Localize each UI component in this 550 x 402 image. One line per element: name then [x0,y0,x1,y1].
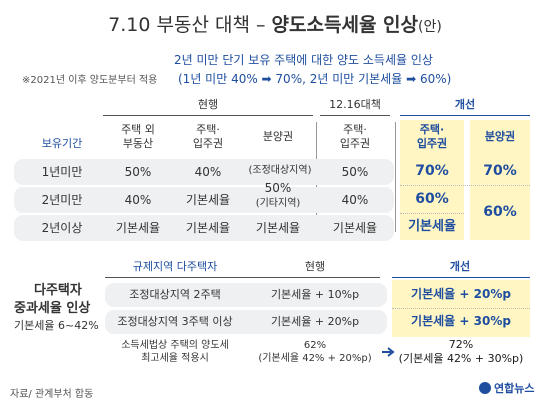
t2-row-label: 조정대상지역 3주택 이상 [117,315,233,328]
t2-header-line [105,277,380,278]
t2-last-label-1: 소득세법상 주택의 양도세 [121,340,229,351]
t2-reform-divider [392,308,530,309]
bunyang-regulated: (조정대상지역) [248,165,312,176]
bunyang-basic: 기본세율 [255,221,301,235]
bunyang-other: (기타지역) [255,198,301,209]
reform-divider-2 [400,213,464,214]
col-1216-house: 주택· 입주권 [339,123,371,150]
t2-row-current: 기본세율 + 20%p [270,315,360,328]
title-suffix: (안) [418,19,442,35]
table-row-period: 2년미만 [41,193,83,207]
note: ※2021년 이후 양도분부터 적용 [22,75,158,86]
col-new-house: 주택· 입주권 [416,123,448,150]
group-current: 현행 [197,98,219,111]
row-header-period: 보유기간 [41,137,83,150]
bunyang-50: 50% [264,181,292,195]
t2-last-reform-2: (기본세율 42% + 30%p) [398,352,524,365]
row-bg-3 [14,215,394,241]
table-cell: 기본세율 [185,221,231,235]
table-cell-reform: 70% [415,163,449,179]
table-cell: 40% [341,193,369,207]
title-main: 7.10 부동산 대책 – [108,14,272,36]
table-cell-reform: 기본세율 [408,219,456,234]
t2-last-current-1: 62% [303,340,327,351]
reform-col-bunyang-bg [470,120,530,240]
t2-row-bg-2 [105,310,387,334]
table-cell: 50% [341,165,369,179]
multi-owner-sub: 기본세율 6~42% [14,319,99,332]
table-cell-reform-merged: 60% [483,204,517,220]
title-bold: 양도소득세율 인상 [271,14,419,36]
col-cur-house: 주택· 입주권 [192,123,224,150]
table-cell: 기본세율 [115,221,161,235]
group-1216: 12.16대책 [329,98,381,111]
multi-owner-title: 다주택자 [34,283,82,298]
logo-text: 연합뉴스 [494,382,535,395]
table-row-period: 1년미만 [41,165,83,179]
reform-divider-1 [400,185,530,186]
t2-last-reform-1: 72% [448,338,474,351]
t2-last-label-2: 최고세율 적용시 [141,353,209,364]
table-cell: 기본세율 [185,193,231,207]
table-cell: 기본세율 [332,221,378,235]
table-cell: 40% [194,165,222,179]
source: 자료/ 관계부처 합동 [10,389,94,400]
t2-header-current: 현행 [304,260,326,273]
logo-icon [479,382,491,394]
row-bg-2 [14,187,394,213]
col-cur-other: 주택 외 부동산 [121,123,155,150]
t2-row-reform: 기본세율 + 30%p [411,314,511,328]
group-current-line [103,115,313,116]
t2-row-reform: 기본세율 + 20%p [411,287,511,301]
subtitle-line1: 2년 미만 단기 보유 주택에 대한 양도 소득세율 인상 [174,53,433,67]
subtitle-line2: (1년 미만 40% ➡ 70%, 2년 미만 기본세율 ➡ 60%) [178,72,452,86]
multi-owner-title-2: 중과세율 인상 [14,301,91,316]
group-reform-line [400,115,530,116]
t2-header-reform: 개선 [449,260,471,273]
page-title: 7.10 부동산 대책 – 양도소득세율 인상(안) [0,12,550,40]
table-cell: 40% [124,193,152,207]
group-reform: 개선 [454,98,476,111]
table-cell-reform: 60% [415,191,449,207]
t2-header-line-reform [392,277,530,278]
table-cell: 50% [124,165,152,179]
t2-last-current-2: (기본세율 42% + 20%p) [258,353,372,364]
arrow-icon [381,342,397,361]
t2-row-current: 기본세율 + 10%p [270,288,360,301]
reform-col-house-bg [400,120,464,240]
row-bg-1 [14,159,394,185]
news-logo: 연합뉴스 [479,380,534,396]
t2-header-region: 규제지역 다주택자 [132,260,218,273]
col-new-bunyang: 분양권 [484,130,516,143]
col-cur-bunyang: 분양권 [262,130,294,143]
table-cell-reform: 70% [483,163,517,179]
t2-row-bg-1 [105,283,387,307]
separator-2 [395,122,396,232]
table-row-period: 2년이상 [41,221,83,235]
group-1216-line [320,115,390,116]
t2-row-label: 조정대상지역 2주택 [129,288,221,301]
